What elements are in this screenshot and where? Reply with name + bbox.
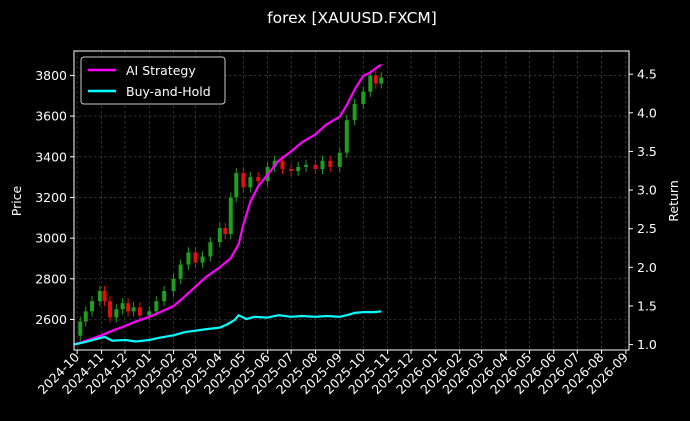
legend-label-ai-strategy: AI Strategy	[126, 63, 196, 78]
y2-tick-label: 4.0	[637, 105, 657, 120]
y-tick-label: 3800	[35, 68, 67, 83]
y-tick-label: 3600	[35, 109, 67, 124]
candle-body	[352, 103, 357, 121]
y2-tick-label: 1.5	[637, 298, 657, 313]
candle-body	[108, 301, 113, 318]
return-lines	[73, 63, 382, 346]
candle-body	[223, 227, 228, 235]
y-axis-label: Price	[9, 185, 24, 216]
candle-body	[320, 160, 325, 169]
y2-tick-label: 2.5	[637, 221, 657, 236]
y2-axis-label: Return	[666, 180, 681, 221]
candle-body	[97, 291, 102, 302]
candle-body	[379, 77, 384, 84]
candle-body	[154, 301, 159, 312]
price-candles	[78, 70, 384, 341]
grid	[74, 51, 629, 350]
candle-body	[131, 307, 136, 312]
candle-body	[228, 197, 233, 235]
y-tick-label: 3400	[35, 149, 67, 164]
y2-tick-label: 3.0	[637, 183, 657, 198]
candle-body	[208, 242, 213, 257]
candle-body	[193, 252, 198, 263]
candle-body	[78, 321, 83, 336]
candle-body	[114, 309, 119, 318]
series-line-ai-strategy	[73, 63, 382, 346]
candle-body	[373, 75, 378, 84]
candle-body	[234, 173, 239, 198]
candle-body	[147, 311, 152, 316]
y-tick-label: 2600	[35, 312, 67, 327]
candle-body	[178, 264, 183, 279]
plot-frame	[73, 50, 630, 351]
candle-body	[289, 168, 294, 172]
y-axis-left: 2600 2800 3000 3200 3400 3600 3800	[35, 68, 74, 327]
y-tick-label: 3200	[35, 190, 67, 205]
candle-body	[337, 152, 342, 167]
y-tick-label: 2800	[35, 271, 67, 286]
candle-body	[137, 307, 142, 316]
candle-body	[120, 303, 125, 310]
candle-body	[241, 173, 246, 188]
candle-body	[186, 252, 191, 265]
candle-body	[162, 291, 167, 302]
candle-body	[256, 177, 261, 182]
candle-body	[313, 164, 318, 169]
candle-body	[171, 278, 176, 292]
candle-body	[304, 164, 309, 167]
candle-body	[344, 120, 349, 153]
legend: AI Strategy Buy-and-Hold	[80, 56, 226, 105]
y2-tick-label: 2.0	[637, 260, 657, 275]
candle-body	[200, 256, 205, 263]
y-axis-right: 1.0 1.5 2.0 2.5 3.0 3.5 4.0 4.5	[629, 67, 657, 352]
candle-body	[328, 160, 333, 167]
candle-body	[361, 91, 366, 104]
legend-label-buy-and-hold: Buy-and-Hold	[126, 84, 211, 99]
candle-body	[296, 166, 301, 172]
candle-body	[83, 311, 88, 322]
candle-body	[280, 160, 285, 169]
candle-body	[217, 227, 222, 243]
y2-tick-label: 4.5	[637, 67, 657, 82]
chart-title: forex [XAUUSD.FXCM]	[267, 9, 437, 27]
candle-body	[368, 75, 373, 92]
y-tick-label: 3000	[35, 231, 67, 246]
candle-body	[90, 301, 95, 312]
candle-body	[102, 291, 107, 302]
y2-tick-label: 1.0	[637, 337, 657, 352]
x-axis: 2024-102024-112024-122025-012025-022025-…	[35, 349, 631, 397]
candle-body	[126, 303, 131, 312]
series-line-buy-and-hold	[73, 310, 382, 346]
legend-box	[80, 56, 226, 105]
y2-tick-label: 3.5	[637, 144, 657, 159]
candle-body	[248, 177, 253, 188]
